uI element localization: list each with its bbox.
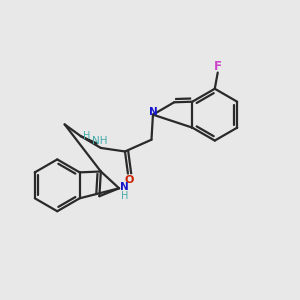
Text: N: N [148, 107, 157, 117]
Text: N: N [120, 182, 129, 192]
Text: F: F [214, 60, 222, 73]
Text: O: O [124, 175, 134, 185]
Text: H: H [83, 130, 90, 141]
Text: H: H [121, 190, 128, 201]
Text: NH: NH [92, 136, 108, 146]
